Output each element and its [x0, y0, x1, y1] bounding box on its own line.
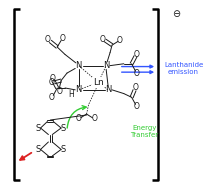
Text: O: O: [116, 36, 122, 45]
FancyArrowPatch shape: [121, 65, 152, 68]
Text: H: H: [68, 90, 73, 99]
FancyArrowPatch shape: [67, 106, 86, 128]
Text: Lanthanide
emission: Lanthanide emission: [163, 62, 202, 75]
Text: O: O: [133, 102, 139, 111]
Text: O: O: [99, 35, 105, 44]
Text: O: O: [44, 35, 50, 44]
Text: O: O: [75, 114, 81, 123]
FancyArrowPatch shape: [20, 153, 31, 160]
Text: O: O: [133, 69, 139, 78]
Text: O: O: [59, 34, 65, 43]
Text: N: N: [75, 61, 82, 70]
Text: N: N: [102, 61, 109, 70]
Text: O: O: [56, 87, 62, 96]
Text: Ln: Ln: [92, 78, 103, 87]
Text: S: S: [36, 145, 41, 154]
Text: O: O: [91, 114, 97, 123]
Text: O: O: [49, 74, 55, 83]
Text: O: O: [133, 50, 139, 59]
Text: S: S: [36, 124, 41, 132]
Text: Energy
Transfer: Energy Transfer: [130, 125, 158, 138]
Text: O: O: [49, 93, 54, 102]
Text: S: S: [60, 145, 65, 154]
Text: ⊖: ⊖: [172, 9, 180, 19]
Text: O: O: [132, 84, 138, 92]
Text: N: N: [75, 85, 82, 94]
Text: N: N: [104, 85, 111, 94]
FancyArrowPatch shape: [121, 71, 152, 74]
Text: O: O: [48, 78, 54, 87]
Text: S: S: [60, 124, 65, 132]
